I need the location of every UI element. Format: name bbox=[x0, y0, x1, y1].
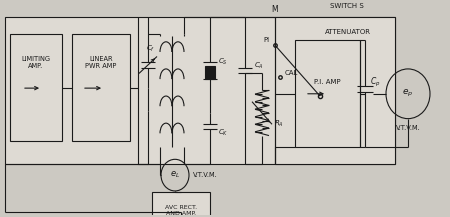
Bar bbox=[5, 17, 395, 164]
Bar bbox=[10, 34, 62, 141]
Text: SWITCH S: SWITCH S bbox=[330, 3, 364, 9]
Text: LIMITING
AMP.: LIMITING AMP. bbox=[22, 56, 50, 69]
Text: $e_p$: $e_p$ bbox=[402, 88, 414, 99]
Text: CAL: CAL bbox=[285, 71, 298, 76]
Text: ATTENUATOR: ATTENUATOR bbox=[325, 29, 371, 35]
Bar bbox=[205, 66, 215, 79]
Text: V.T.V.M.: V.T.V.M. bbox=[396, 125, 420, 131]
Text: $R_A$: $R_A$ bbox=[274, 119, 284, 129]
Text: $e_L$: $e_L$ bbox=[170, 170, 180, 180]
Text: $C_K$: $C_K$ bbox=[218, 128, 229, 138]
Text: P.I. AMP: P.I. AMP bbox=[314, 79, 340, 85]
Bar bbox=[295, 39, 360, 147]
Text: PI: PI bbox=[264, 36, 270, 43]
Text: M: M bbox=[272, 5, 278, 13]
Text: $C_A$: $C_A$ bbox=[254, 60, 264, 71]
Bar bbox=[72, 34, 130, 141]
Bar bbox=[152, 192, 210, 217]
Text: V.T.V.M.: V.T.V.M. bbox=[193, 172, 218, 178]
Text: LINEAR
PWR AMP: LINEAR PWR AMP bbox=[86, 56, 117, 69]
Text: AVC RECT.
AND AMP.: AVC RECT. AND AMP. bbox=[165, 205, 197, 216]
Bar bbox=[275, 17, 395, 164]
Text: $C_f$: $C_f$ bbox=[146, 43, 155, 54]
Text: $C_S$: $C_S$ bbox=[218, 57, 228, 67]
Text: $C_p$: $C_p$ bbox=[370, 76, 381, 89]
